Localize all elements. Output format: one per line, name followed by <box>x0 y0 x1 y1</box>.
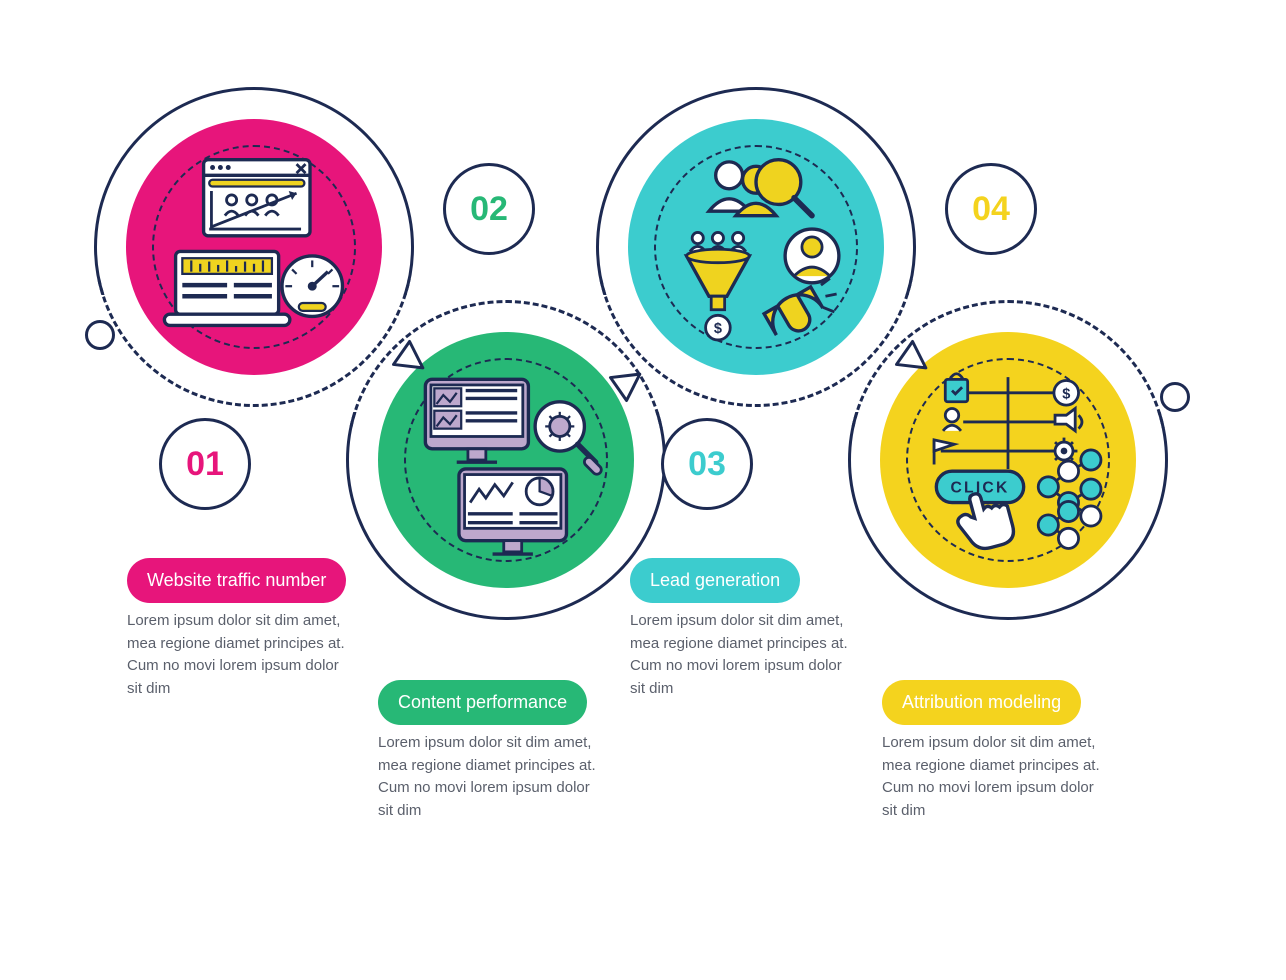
step-4-number-badge: 04 <box>945 163 1037 255</box>
step-1-number: 01 <box>186 445 224 484</box>
connector-arrow-2 <box>612 363 648 404</box>
step-1-title-pill: Website traffic number <box>127 558 346 603</box>
step-3-number: 03 <box>688 445 726 484</box>
step-3-description: Lorem ipsum dolor sit dim amet, mea regi… <box>630 610 855 700</box>
step-4-description: Lorem ipsum dolor sit dim amet, mea regi… <box>882 732 1107 822</box>
step-3-title: Lead generation <box>650 570 780 590</box>
step-1-number-badge: 01 <box>159 418 251 510</box>
step-4-end-dot <box>1160 382 1190 412</box>
step-2-title: Content performance <box>398 692 567 712</box>
step-1-traffic-icon <box>142 135 366 359</box>
connector-arrow-3 <box>898 343 934 384</box>
connector-arrow-1 <box>395 343 431 384</box>
step-3-leads-icon: $ <box>644 135 868 359</box>
step-3-number-badge: 03 <box>661 418 753 510</box>
step-1-title: Website traffic number <box>147 570 326 590</box>
step-1-description: Lorem ipsum dolor sit dim amet, mea regi… <box>127 610 352 700</box>
step-4-number: 04 <box>972 190 1010 229</box>
step-2-description: Lorem ipsum dolor sit dim amet, mea regi… <box>378 732 603 822</box>
svg-text:$: $ <box>714 321 722 337</box>
step-2-number-badge: 02 <box>443 163 535 255</box>
step-1-end-dot <box>85 320 115 350</box>
step-4-title-pill: Attribution modeling <box>882 680 1081 725</box>
svg-text:$: $ <box>1062 386 1070 402</box>
step-2-title-pill: Content performance <box>378 680 587 725</box>
infographic-stage: 01 Website traffic number Lorem ipsum dolo… <box>0 0 1286 980</box>
step-2-number: 02 <box>470 190 508 229</box>
step-3-title-pill: Lead generation <box>630 558 800 603</box>
step-4-title: Attribution modeling <box>902 692 1061 712</box>
